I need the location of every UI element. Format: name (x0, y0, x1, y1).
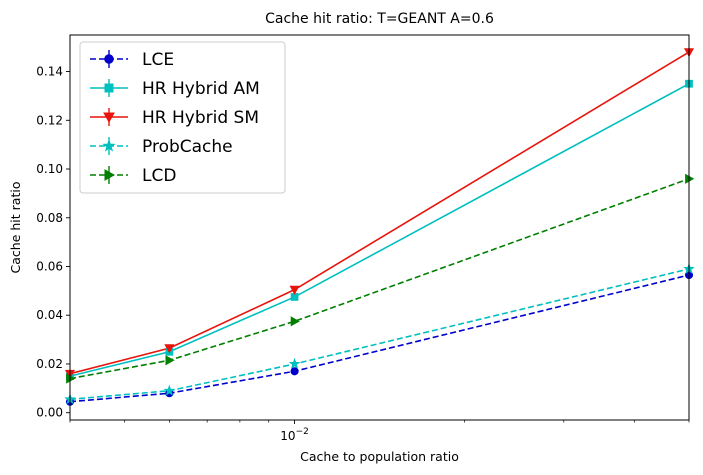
series-layer (70, 51, 689, 403)
data-point-lce (290, 367, 299, 376)
series-line-probcache (70, 268, 689, 401)
legend-marker-lce (104, 54, 114, 64)
x-axis-label: Cache to population ratio (300, 449, 459, 464)
data-point-lcd (290, 316, 300, 327)
legend-label-probcache: ProbCache (142, 137, 233, 157)
legend-label-hr-hybrid-sm: HR Hybrid SM (142, 108, 259, 128)
y-tick-label: 0.00 (36, 406, 63, 420)
y-tick-label: 0.04 (36, 308, 63, 322)
chart-title: Cache hit ratio: T=GEANT A=0.6 (265, 11, 494, 27)
series-line-hr-hybrid-am (70, 83, 689, 377)
data-point-hr-hybrid-sm (164, 344, 175, 354)
data-point-probcache (288, 357, 301, 369)
data-point-probcache (163, 384, 176, 396)
data-point-hr-hybrid-sm (289, 285, 300, 295)
legend-box (79, 41, 286, 194)
legend-label-hr-hybrid-am: HR Hybrid AM (142, 79, 260, 99)
legend-marker-lcd (104, 169, 116, 181)
x-tick-label: 10−2 (280, 427, 309, 443)
y-tick-label: 0.12 (36, 113, 63, 127)
legend-label-lce: LCE (142, 50, 174, 70)
y-axis-label: Cache hit ratio (8, 182, 23, 274)
legend: LCE HR Hybrid AM HR Hybrid SM ProbCache LCD (79, 41, 286, 194)
y-tick-label: 0.10 (36, 162, 63, 176)
legend-marker-hr-hybrid-am (104, 83, 114, 93)
y-tick-label: 0.02 (36, 357, 63, 371)
y-tick-label: 0.06 (36, 259, 63, 273)
y-tick-label: 0.08 (36, 211, 63, 225)
legend-marker-hr-hybrid-sm (103, 112, 115, 124)
legend-label-lcd: LCD (142, 166, 176, 186)
axes: 0.00 0.02 0.04 0.06 0.08 0.10 0.12 0.14 10−2 (36, 34, 690, 443)
series-line-lce (70, 274, 689, 403)
y-tick-label: 0.14 (36, 65, 63, 79)
series-line-hr-hybrid-sm (70, 51, 689, 375)
axes-frame (69, 34, 690, 421)
series-line-lcd (70, 178, 689, 380)
data-point-lcd (165, 355, 175, 366)
legend-marker-probcache (102, 139, 116, 152)
